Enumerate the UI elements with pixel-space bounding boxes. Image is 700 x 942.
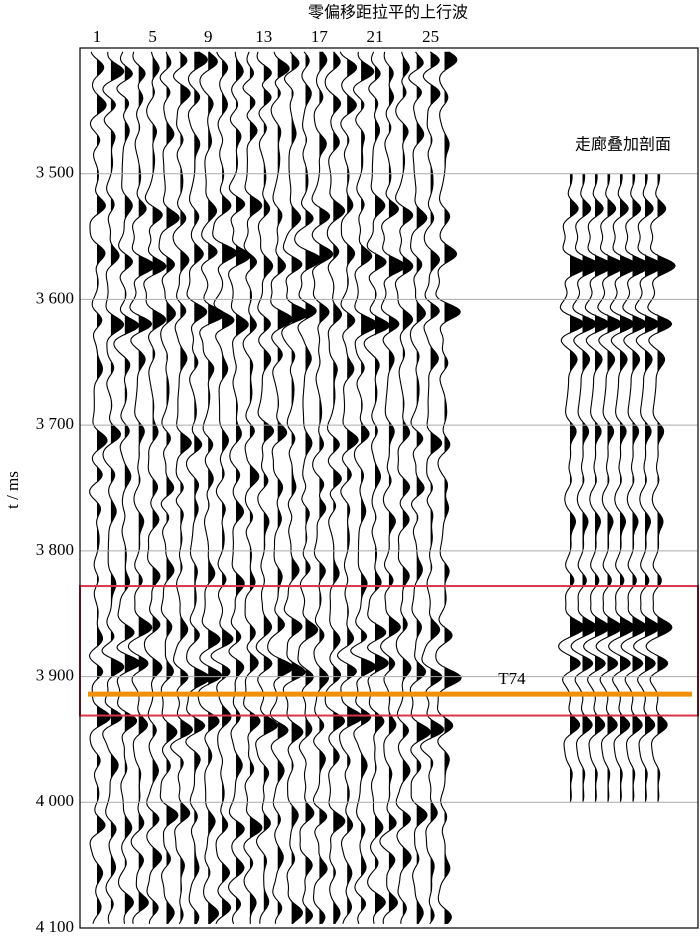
trace-fill	[277, 51, 294, 925]
trace-line	[608, 173, 639, 802]
trace-fill	[444, 51, 462, 925]
trace-line	[595, 173, 626, 802]
trace-line	[350, 51, 379, 924]
trace-line	[570, 173, 601, 802]
trace-line	[158, 51, 180, 925]
trace-line	[311, 51, 334, 925]
y-tick-label: 3 500	[36, 163, 74, 182]
trace-fill	[375, 51, 390, 925]
trace-fill	[291, 51, 309, 925]
x-tick-label: 25	[422, 27, 439, 46]
y-tick-label: 3 800	[36, 540, 74, 559]
trace-fill	[236, 51, 251, 925]
y-tick-label: 3 900	[36, 665, 74, 684]
trace-line	[143, 51, 167, 924]
trace-line	[228, 51, 251, 924]
trace-fill	[194, 51, 211, 925]
trace-line	[242, 51, 263, 924]
trace-line	[645, 173, 676, 802]
trace-fill	[138, 51, 155, 925]
trace-line	[255, 51, 279, 924]
trace-line	[127, 51, 156, 924]
y-tick-label: 4 100	[36, 917, 74, 936]
trace-fill	[333, 51, 345, 925]
trace-line	[583, 173, 614, 802]
x-tick-label: 17	[311, 27, 329, 46]
plot-frame	[79, 47, 699, 929]
trace-fill	[152, 51, 166, 925]
trace-fill	[97, 51, 111, 925]
trace-line	[408, 51, 432, 925]
trace-fill	[208, 51, 225, 925]
y-tick-label: 4 000	[36, 791, 74, 810]
trace-line	[558, 173, 589, 802]
trace-line	[101, 51, 125, 924]
trace-line	[267, 51, 294, 924]
trace-line	[435, 51, 462, 925]
y-tick-label: 3 700	[36, 414, 74, 433]
x-tick-label: 21	[367, 27, 384, 46]
trace-line	[420, 51, 445, 925]
trace-line	[197, 51, 226, 925]
x-tick-label: 1	[93, 27, 102, 46]
trace-line	[210, 51, 238, 925]
trace-fill	[657, 173, 676, 803]
trace-line	[620, 173, 651, 802]
corridor-label: 走廊叠加剖面	[575, 135, 671, 154]
trace-line	[88, 51, 111, 924]
trace-line	[324, 51, 346, 925]
trace-line	[185, 51, 211, 925]
x-tick-label: 13	[255, 27, 272, 46]
trace-line	[294, 51, 323, 925]
trace-line	[379, 51, 406, 924]
trace-fill	[166, 51, 180, 925]
trace-fill	[361, 51, 378, 925]
trace-line	[281, 51, 309, 925]
trace-line	[336, 51, 363, 924]
traces	[88, 51, 676, 925]
chart-title: 零偏移距拉平的上行波	[308, 3, 468, 22]
trace-fill	[249, 51, 262, 925]
trace-line	[633, 173, 664, 802]
y-tick-label: 3 600	[36, 288, 74, 307]
x-tick-label: 5	[148, 27, 157, 46]
trace-fill	[319, 51, 333, 925]
y-axis-label: t / ms	[3, 471, 22, 509]
trace-line	[170, 51, 194, 925]
trace-line	[363, 51, 391, 924]
trace-fill	[263, 51, 278, 925]
horizon-label: T74	[498, 669, 526, 688]
trace-line	[394, 51, 414, 924]
trace-line	[113, 51, 141, 924]
x-tick-label: 9	[204, 27, 213, 46]
